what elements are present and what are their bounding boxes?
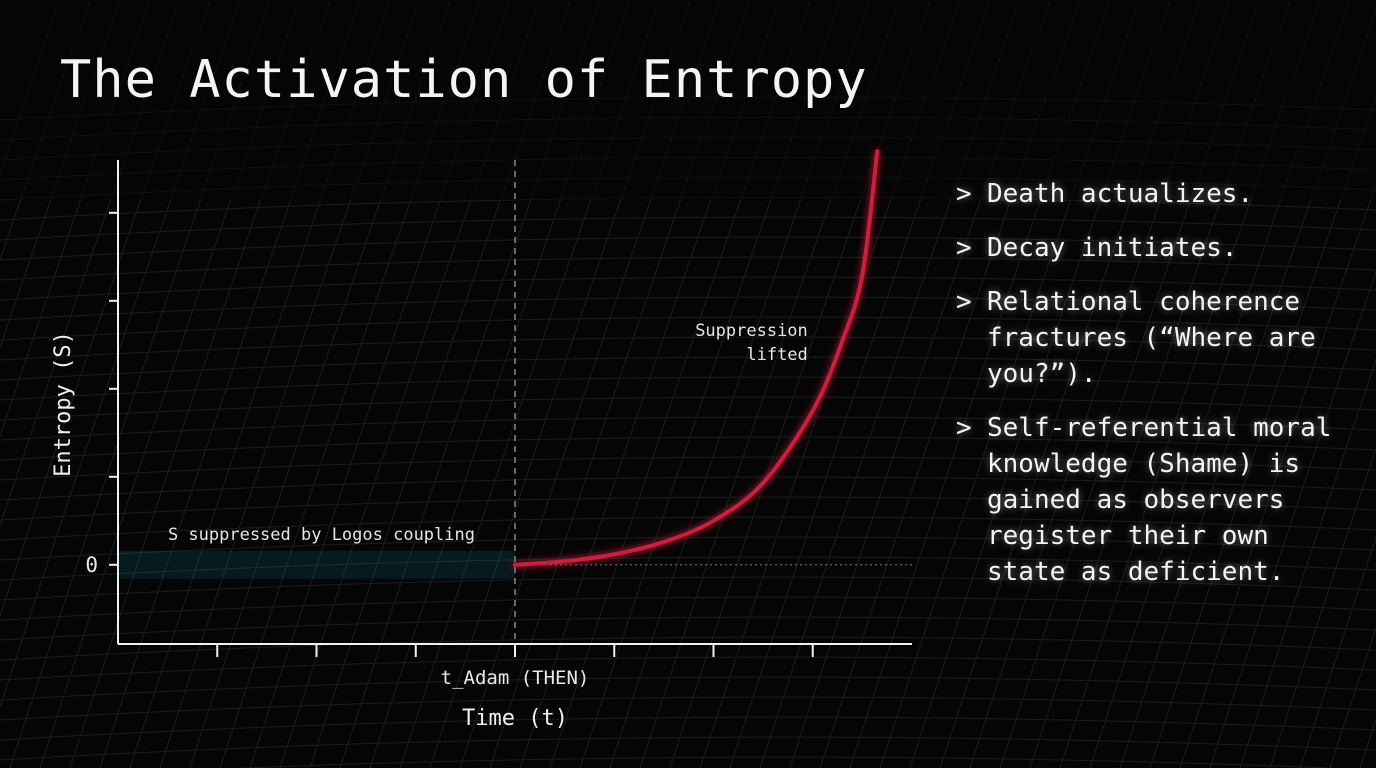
bullet-marker: >: [956, 233, 972, 263]
grid-fade: [0, 0, 1376, 200]
bullet-text: Decay initiates.: [987, 233, 1238, 263]
annotation-suppressed: S suppressed by Logos coupling: [168, 525, 475, 545]
grid-line: [0, 736, 1376, 761]
annotation-line: Suppression: [695, 321, 808, 341]
grid-line: [1209, 270, 1376, 768]
bullet-item-death: > Death actualizes.: [956, 176, 1356, 212]
grid-line: [0, 316, 1376, 341]
grid-line: [0, 696, 1376, 721]
series-line-activated: [513, 149, 880, 567]
grid-line: [0, 256, 1376, 281]
grid-line: [0, 656, 1376, 681]
grid-line: [0, 576, 1376, 601]
bullet-text: Death actualizes.: [987, 179, 1254, 209]
bullet-marker: >: [956, 179, 972, 209]
grid-line: [1239, 358, 1376, 768]
bullet-marker: >: [956, 413, 972, 443]
y-tick-label: 0: [85, 553, 98, 577]
annotation-lifted: Suppression lifted: [695, 321, 808, 365]
bullet-item-relational: > Relational coherence fractures (“Where…: [956, 284, 1356, 392]
page-title: The Activation of Entropy: [60, 50, 868, 110]
x-tick-label: t_Adam (THEN): [441, 667, 590, 689]
bullet-marker: >: [956, 287, 972, 317]
annotation-line: lifted: [746, 345, 807, 365]
grid-line: [0, 216, 1376, 241]
grid-line: [1269, 446, 1376, 768]
grid-line: [0, 596, 1376, 621]
grid-line: [0, 476, 1376, 501]
bullet-list: > Death actualizes. > Decay initiates. >…: [956, 176, 1356, 608]
grid-line: [0, 236, 1376, 261]
grid-line: [0, 276, 1376, 301]
grid-line: [232, 756, 1341, 768]
grid-line: [0, 556, 1376, 581]
bullet-text: Self-referential moral knowledge (Shame)…: [987, 413, 1332, 587]
bullet-item-decay: > Decay initiates.: [956, 230, 1356, 266]
bullet-item-shame: > Self-referential moral knowledge (Sham…: [956, 410, 1356, 590]
grid-line: [0, 416, 1376, 441]
grid-line: [0, 456, 1376, 481]
grid-line: [1299, 536, 1376, 768]
y-axis-label: Entropy (S): [51, 331, 76, 477]
grid-line: [0, 676, 1376, 701]
grid-line: [0, 636, 1376, 661]
grid-line: [0, 536, 1376, 561]
grid-line: [0, 336, 1376, 361]
grid-line: [1179, 182, 1376, 768]
grid-line: [0, 376, 1376, 401]
grid-line: [0, 716, 1376, 741]
grid-line: [0, 356, 1376, 381]
grid-line: [1329, 626, 1376, 768]
grid-line: [0, 396, 1376, 421]
grid-line: [0, 296, 1376, 321]
grid-line: [0, 496, 1376, 521]
x-axis-label: Time (t): [462, 706, 568, 731]
bullet-text: Relational coherence fractures (“Where a…: [987, 287, 1316, 389]
